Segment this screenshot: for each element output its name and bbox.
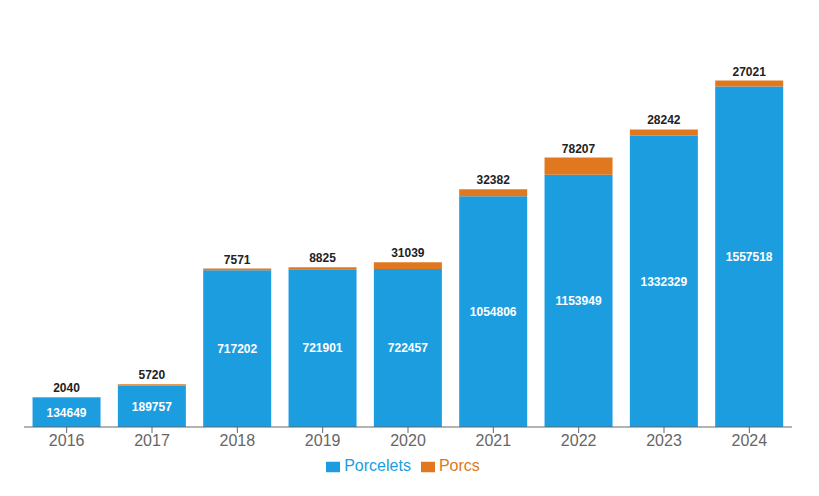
svg-text:2022: 2022 <box>561 432 597 449</box>
svg-text:134649: 134649 <box>47 406 87 420</box>
svg-text:722457: 722457 <box>388 341 428 355</box>
svg-text:31039: 31039 <box>391 246 425 260</box>
svg-text:2017: 2017 <box>134 432 170 449</box>
html-text:Porcs: Porcs <box>438 457 480 474</box>
svg-text:32382: 32382 <box>477 173 511 187</box>
svg-text:2018: 2018 <box>220 432 256 449</box>
svg-text:27021: 27021 <box>733 65 767 79</box>
svg-text:189757: 189757 <box>132 400 172 414</box>
svg-text:28242: 28242 <box>647 113 681 127</box>
svg-text:717202: 717202 <box>217 342 257 356</box>
svg-text:721901: 721901 <box>303 341 343 355</box>
svg-text:2040: 2040 <box>53 381 80 395</box>
svg-text:2021: 2021 <box>476 432 512 449</box>
svg-text:2016: 2016 <box>49 432 85 449</box>
svg-text:8825: 8825 <box>309 251 336 265</box>
svg-text:2023: 2023 <box>646 432 682 449</box>
html-text:Porcelets: Porcelets <box>344 457 411 474</box>
svg-text:1153949: 1153949 <box>556 294 602 308</box>
svg-text:7571: 7571 <box>224 253 251 267</box>
svg-text:2019: 2019 <box>305 432 341 449</box>
svg-text:78207: 78207 <box>562 142 596 156</box>
svg-text:1332329: 1332329 <box>641 275 688 289</box>
svg-text:1054806: 1054806 <box>470 305 517 319</box>
svg-text:5720: 5720 <box>139 368 166 382</box>
svg-text:1557518: 1557518 <box>726 250 773 264</box>
svg-text:2020: 2020 <box>390 432 426 449</box>
svg-text:2024: 2024 <box>732 432 768 449</box>
